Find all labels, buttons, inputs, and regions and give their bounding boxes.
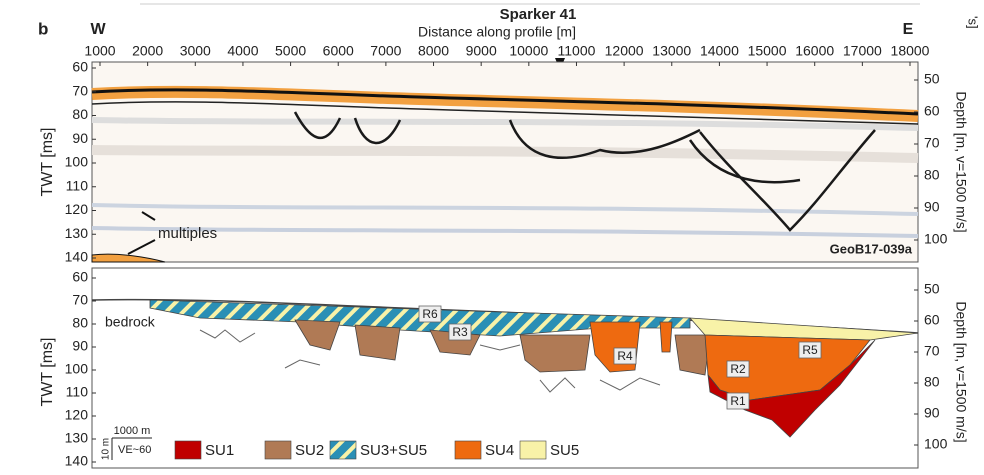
y-tick-label: 120 <box>65 407 89 423</box>
x-tick-label: 18000 <box>891 43 930 59</box>
west-label: W <box>90 21 106 38</box>
x-tick-label: 4000 <box>227 43 258 59</box>
interpretation-panel: bedrock R6 R3 R4 R5 R2 R1 1000 m 10 m VE~60 S… <box>92 268 918 468</box>
x-tick-label: 7000 <box>370 43 401 59</box>
legend-swatch <box>330 441 356 459</box>
scale-horizontal: 1000 m <box>114 425 151 437</box>
y2-tick-label: 60 <box>924 103 940 119</box>
legend-swatch <box>520 441 546 459</box>
y-tick-label: 110 <box>66 177 89 193</box>
y2-tick-label: 80 <box>924 167 940 183</box>
x-tick-label: 13000 <box>652 43 691 59</box>
y-tick-label: 80 <box>72 106 88 122</box>
y-tick-label: 110 <box>66 384 89 400</box>
y-tick-label: 120 <box>65 201 89 217</box>
x-tick-label: 9000 <box>466 43 497 59</box>
legend-swatch <box>455 441 481 459</box>
core-label: GeoB17-039a <box>830 241 913 256</box>
y-axis-label: TWT [ms] <box>39 127 56 196</box>
x-tick-label: 15000 <box>748 43 787 59</box>
legend-label: SU2 <box>295 442 324 459</box>
x-tick-label: 2000 <box>132 43 163 59</box>
y-tick-label: 80 <box>72 315 88 331</box>
figure: b Sparker 41 Distance along profile [m] … <box>0 0 984 475</box>
y-tick-label: 90 <box>72 130 88 146</box>
corner-fragment: 's] <box>966 16 981 29</box>
multiples-label: multiples <box>158 225 217 242</box>
x-tick-label: 14000 <box>700 43 739 59</box>
y2-axis-label: Depth [m, v=1500 m/s] <box>953 301 969 442</box>
reflector-label: R2 <box>730 362 746 376</box>
legend-swatch <box>265 441 291 459</box>
y2-tick-label: 100 <box>924 436 948 452</box>
x-tick-label: 5000 <box>275 43 306 59</box>
title: Sparker 41 <box>500 6 577 23</box>
x-tick-label: 3000 <box>180 43 211 59</box>
y-tick-label: 60 <box>72 59 88 75</box>
unit-polygon <box>660 322 672 352</box>
legend-label: SU1 <box>205 442 234 459</box>
scale-vertical: 10 m <box>101 438 112 460</box>
y-tick-label: 100 <box>65 361 89 377</box>
legend-swatch <box>175 441 201 459</box>
y2-tick-label: 50 <box>924 71 940 87</box>
x-tick-label: 6000 <box>323 43 354 59</box>
y-tick-label: 70 <box>72 292 88 308</box>
y-tick-label: 60 <box>72 269 88 285</box>
y-tick-label: 140 <box>65 249 89 265</box>
y2-tick-label: 60 <box>924 312 940 328</box>
panel-label: b <box>38 19 48 38</box>
y-tick-label: 130 <box>65 225 89 241</box>
y2-tick-label: 90 <box>924 405 940 421</box>
x-tick-label: 8000 <box>418 43 449 59</box>
y2-tick-label: 70 <box>924 343 940 359</box>
x-tick-label: 10000 <box>509 43 548 59</box>
legend-label: SU3+SU5 <box>360 442 427 459</box>
x-tick-label: 11000 <box>558 43 596 59</box>
x-tick-label: 17000 <box>843 43 882 59</box>
y-tick-label: 140 <box>65 453 89 469</box>
y-axis-label: TWT [ms] <box>39 337 56 406</box>
y2-tick-label: 90 <box>924 199 940 215</box>
y-tick-label: 100 <box>65 154 89 170</box>
unit-polygon <box>675 335 710 375</box>
reflector-label: R6 <box>422 307 438 321</box>
x-tick-label: 16000 <box>795 43 834 59</box>
east-label: E <box>903 21 914 38</box>
reflector-label: R5 <box>802 343 818 357</box>
y-tick-label: 130 <box>65 430 89 446</box>
legend-label: SU5 <box>550 442 579 459</box>
x-tick-label: 1000 <box>84 43 115 59</box>
y2-tick-label: 80 <box>924 374 940 390</box>
y2-tick-label: 70 <box>924 135 940 151</box>
x-axis-label: Distance along profile [m] <box>418 24 576 40</box>
y2-axis-label: Depth [m, v=1500 m/s] <box>953 91 969 232</box>
seismic-panel: multiples GeoB17-039a <box>92 62 918 262</box>
reflector-label: R4 <box>617 349 633 363</box>
bedrock-label: bedrock <box>105 314 156 330</box>
unit-polygon <box>355 325 400 360</box>
y2-tick-label: 50 <box>924 281 940 297</box>
y-tick-label: 90 <box>72 338 88 354</box>
y-tick-label: 70 <box>72 82 88 98</box>
x-tick-label: 12000 <box>605 43 644 59</box>
reflector-label: R3 <box>452 325 468 339</box>
y2-tick-label: 100 <box>924 231 948 247</box>
legend-label: SU4 <box>485 442 514 459</box>
reflector-label: R1 <box>730 394 746 408</box>
scale-ve: VE~60 <box>118 444 151 456</box>
